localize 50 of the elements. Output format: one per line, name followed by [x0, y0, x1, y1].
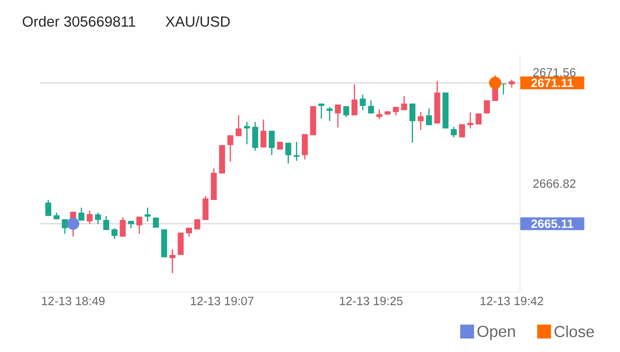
candlestick: [376, 108, 382, 120]
candlestick: [450, 126, 457, 138]
candlestick: [194, 218, 200, 230]
candlestick: [294, 141, 300, 162]
legend-label: Close: [554, 325, 594, 338]
candlestick: [94, 212, 101, 225]
candlestick: [334, 104, 341, 128]
x-tick-label: 12-13 18:49: [42, 296, 105, 306]
candlestick: [500, 83, 506, 96]
candlestick: [459, 124, 466, 138]
candlestick: [120, 216, 126, 238]
candlestick: [401, 95, 408, 111]
candlestick: [227, 134, 234, 162]
candlestick: [426, 108, 432, 126]
candlestick: [236, 114, 242, 137]
candlestick: [62, 218, 68, 234]
candlestick: [302, 133, 308, 160]
x-tick-label: 12-13 19:42: [480, 296, 544, 306]
candlestick: [169, 248, 176, 274]
candlestick: [418, 111, 424, 131]
chart-subtitle: XAU/USD: [166, 16, 230, 27]
candlestick: [136, 216, 142, 234]
ref-line-label: 2671.11: [531, 78, 574, 88]
candlestick: [45, 199, 52, 217]
y-tick-label: 2666.82: [533, 179, 576, 188]
ref-line-label: 2665.11: [531, 219, 574, 228]
candlestick: [112, 228, 118, 240]
candlestick: [285, 142, 292, 164]
candlestick: [78, 207, 84, 222]
candlestick: [202, 195, 209, 221]
chart-title: Order 305669811: [22, 16, 136, 27]
candlestick: [86, 210, 93, 225]
candlestick: [103, 215, 110, 231]
candlestick: [260, 118, 266, 148]
x-tick-label: 12-13 19:25: [340, 296, 403, 306]
candlestick: [318, 102, 324, 120]
candlestick: [368, 100, 374, 114]
candlestick: [360, 94, 366, 111]
candlestick: [484, 100, 490, 114]
candlestick: [252, 121, 258, 152]
candlestick: [343, 106, 350, 118]
candlestick: [244, 121, 250, 145]
y-tick-label: 2671.56: [533, 68, 576, 77]
candlestick: [268, 130, 275, 156]
candlestick: [178, 232, 184, 256]
candlestick: [326, 106, 333, 122]
legend-label: Open: [478, 326, 515, 340]
candlestick: [352, 84, 358, 116]
x-tick-label: 12-13 19:07: [190, 296, 254, 306]
candlestick: [409, 102, 416, 144]
